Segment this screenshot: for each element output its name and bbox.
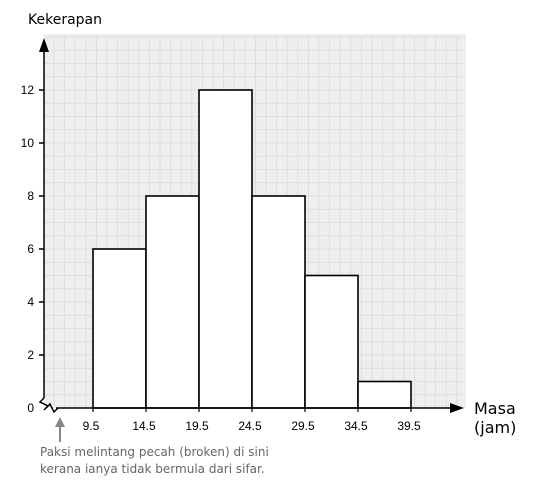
y-tick-label: 0 [27,401,34,415]
x-tick-label: 9.5 [83,419,100,433]
y-tick-label: 6 [27,242,34,256]
annotation: Paksi melintang pecah (broken) di sini k… [40,444,440,478]
x-axis-unit: (jam) [474,418,516,437]
x-tick-label: 34.5 [344,419,368,433]
histogram-bar [304,274,359,409]
annotation-line-2: kerana ianya tidak bermula dari sifar. [40,462,265,476]
x-tick-label: 39.5 [397,419,421,433]
y-axis-arrow-icon [39,38,49,52]
x-axis-title: Masa [474,399,516,418]
y-tick-label: 2 [27,348,34,362]
x-tick-label: 19.5 [185,419,209,433]
y-tick-label: 4 [27,295,34,309]
bars [92,89,412,409]
annotation-line-1: Paksi melintang pecah (broken) di sini [40,445,269,459]
x-tick-label: 29.5 [291,419,315,433]
y-tick-label: 12 [21,83,35,97]
axes [38,38,464,414]
histogram-bar [92,248,147,409]
x-tick-label: 24.5 [238,419,262,433]
x-ticks: 9.5 14.5 19.5 24.5 29.5 34.5 39.5 [83,408,421,433]
histogram-bar [198,89,253,409]
x-tick-label: 14.5 [132,419,156,433]
x-axis-arrow-icon [450,403,464,413]
y-tick-label: 10 [21,136,35,150]
y-tick-label: 8 [27,189,34,203]
y-ticks: 0 2 4 6 8 10 12 [21,83,44,415]
histogram-bar [145,195,200,409]
annotation-arrow-icon [55,417,65,442]
histogram-bar [251,195,306,409]
histogram-bar [357,380,412,409]
y-axis-title: Kekerapan [28,12,102,28]
x-axis-break-icon [45,402,59,414]
